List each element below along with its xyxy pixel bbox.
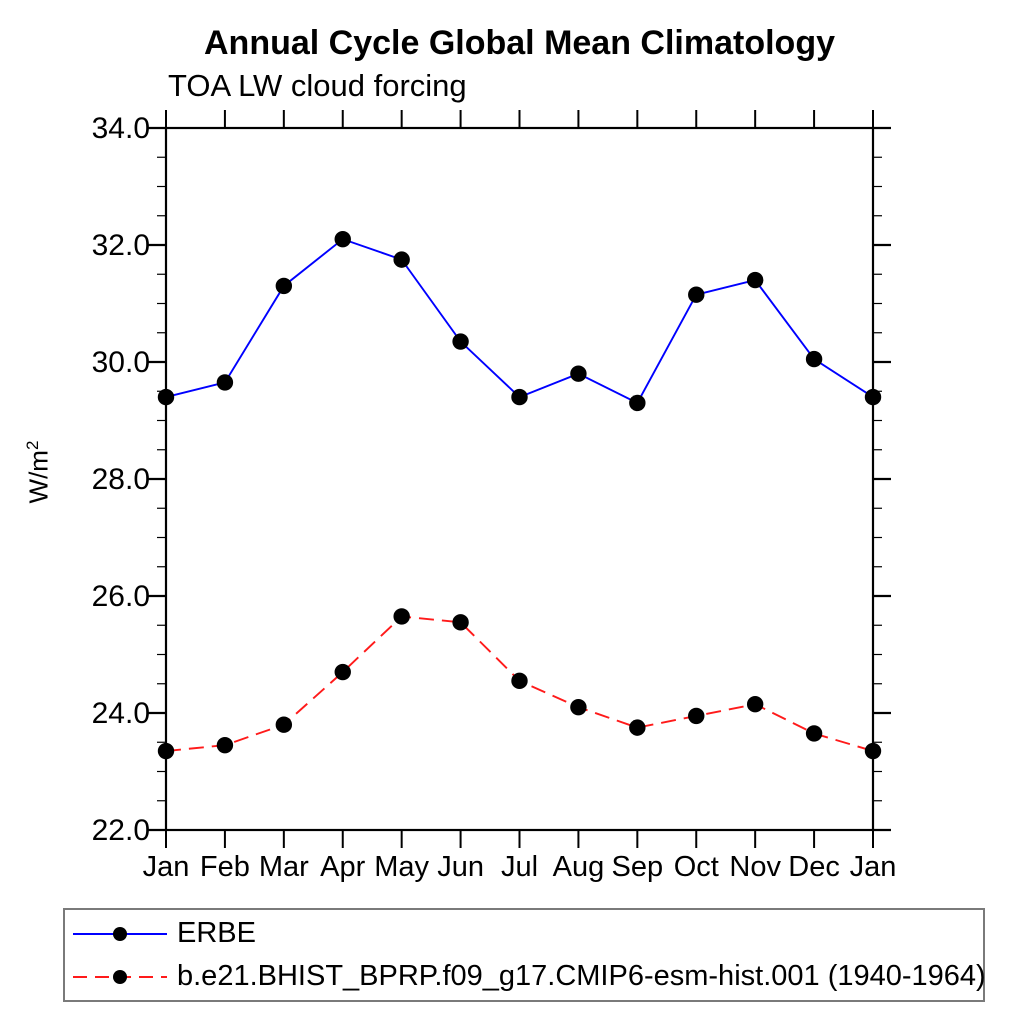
legend-box: ERBE b.e21.BHIST_BPRP.f09_g17.CMIP6-esm-… (63, 908, 986, 1002)
svg-text:34.0: 34.0 (92, 112, 150, 145)
svg-text:Nov: Nov (729, 851, 781, 883)
svg-text:22.0: 22.0 (92, 814, 150, 847)
svg-text:Oct: Oct (674, 851, 719, 883)
svg-text:Dec: Dec (788, 851, 840, 883)
legend-line-sample-model (73, 969, 167, 984)
svg-text:32.0: 32.0 (92, 229, 150, 262)
legend-item-model: b.e21.BHIST_BPRP.f09_g17.CMIP6-esm-hist.… (65, 955, 986, 998)
plot-frame (164, 126, 875, 832)
legend-item-erbe: ERBE (65, 912, 983, 955)
legend-label-erbe: ERBE (177, 917, 256, 949)
chart-title: Annual Cycle Global Mean Climatology (204, 24, 835, 62)
legend-label-model: b.e21.BHIST_BPRP.f09_g17.CMIP6-esm-hist.… (177, 960, 986, 992)
legend-line-sample-erbe (73, 926, 167, 941)
svg-text:Jan: Jan (850, 851, 897, 883)
series-erbe (157, 230, 882, 412)
x-axis-tick-labels: Jan Feb Mar Apr May Jun Jul Aug Sep Oct Nov Dec Jan (143, 851, 897, 883)
svg-text:Feb: Feb (200, 851, 250, 883)
svg-text:May: May (374, 851, 429, 883)
svg-text:Jun: Jun (437, 851, 484, 883)
x-axis-ticks (165, 110, 874, 848)
svg-text:Mar: Mar (259, 851, 309, 883)
svg-text:30.0: 30.0 (92, 346, 150, 379)
svg-text:28.0: 28.0 (92, 463, 150, 496)
chart-subtitle: TOA LW cloud forcing (168, 68, 467, 103)
svg-text:Aug: Aug (553, 851, 605, 883)
svg-text:24.0: 24.0 (92, 697, 150, 730)
svg-text:Apr: Apr (320, 851, 365, 883)
y-axis-ticks (148, 126, 891, 832)
svg-text:Jan: Jan (143, 851, 190, 883)
series-model (157, 608, 882, 760)
svg-text:26.0: 26.0 (92, 580, 150, 613)
svg-text:Sep: Sep (612, 851, 664, 883)
svg-text:Jul: Jul (501, 851, 538, 883)
y-axis-tick-labels: 22.0 24.0 26.0 28.0 30.0 32.0 34.0 (92, 112, 150, 847)
